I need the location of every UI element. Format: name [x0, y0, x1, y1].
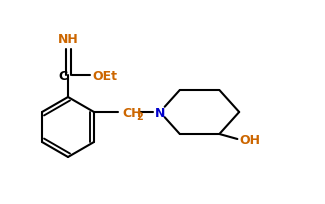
Text: N: N	[155, 107, 165, 120]
Text: NH: NH	[58, 33, 78, 46]
Text: 2: 2	[136, 111, 143, 121]
Text: CH: CH	[122, 107, 141, 120]
Text: OEt: OEt	[92, 70, 117, 83]
Text: C: C	[58, 70, 68, 83]
Text: OH: OH	[240, 134, 260, 147]
